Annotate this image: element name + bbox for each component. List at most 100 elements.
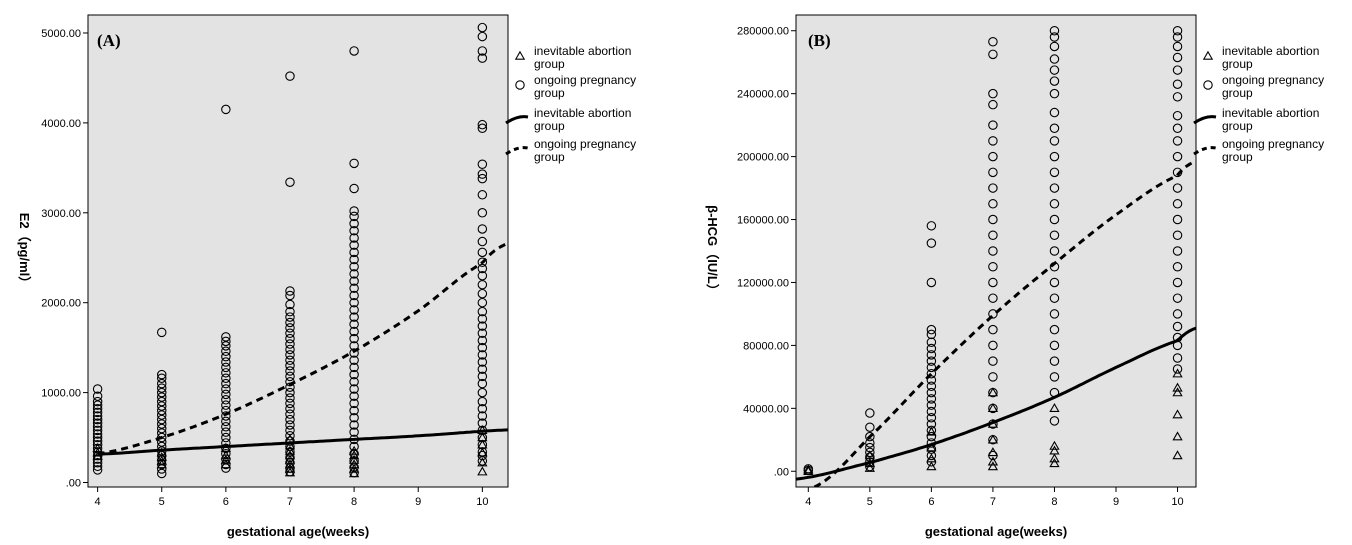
x-tick-label: 5 bbox=[867, 496, 873, 508]
data-point-ongoing bbox=[1172, 92, 1183, 102]
data-point-ongoing bbox=[1049, 293, 1060, 303]
x-tick-label: 7 bbox=[287, 496, 293, 508]
data-point-ongoing bbox=[1172, 52, 1183, 63]
data-point-ongoing bbox=[477, 173, 488, 184]
data-point-ongoing bbox=[92, 422, 103, 432]
legend: inevitable abortion group ongoing pregnanc… bbox=[1193, 44, 1324, 164]
data-point-ongoing bbox=[156, 419, 167, 429]
data-point-abortion bbox=[348, 445, 360, 455]
data-point-ongoing bbox=[349, 427, 359, 437]
data-point-ongoing bbox=[1049, 199, 1060, 209]
data-point-ongoing bbox=[988, 183, 998, 193]
data-point-ongoing bbox=[156, 387, 167, 398]
legend-label: ongoing pregnancy group bbox=[534, 137, 636, 164]
data-point-ongoing bbox=[92, 407, 103, 418]
data-point-ongoing bbox=[221, 384, 231, 394]
y-tick-label: .00 bbox=[774, 466, 789, 478]
data-point-ongoing bbox=[349, 362, 359, 373]
data-point-ongoing bbox=[477, 119, 488, 130]
panel-title: (A) bbox=[97, 31, 121, 50]
data-point-abortion bbox=[926, 461, 937, 471]
y-tick-label: 3000.00 bbox=[41, 208, 81, 220]
data-point-ongoing bbox=[926, 324, 937, 335]
data-point-ongoing bbox=[1049, 230, 1060, 241]
plot-area bbox=[795, 14, 1197, 488]
data-point-ongoing bbox=[349, 276, 359, 286]
data-point-ongoing bbox=[221, 362, 231, 373]
x-axis-label: gestational age(weeks) bbox=[227, 524, 369, 539]
fit-curve-ongoing bbox=[97, 242, 508, 456]
data-point-ongoing bbox=[926, 394, 937, 404]
data-point-ongoing bbox=[477, 270, 488, 281]
fit-curve-abortion bbox=[796, 326, 1196, 481]
data-point-abortion bbox=[987, 434, 999, 444]
y-tick-label: 5000.00 bbox=[41, 28, 81, 40]
data-point-abortion bbox=[926, 442, 937, 452]
data-point-ongoing bbox=[1049, 25, 1060, 36]
data-point-ongoing bbox=[1049, 88, 1060, 99]
legend-label: inevitable abortion group bbox=[534, 106, 631, 133]
data-point-ongoing bbox=[988, 372, 998, 382]
data-point-ongoing bbox=[92, 457, 103, 468]
data-point-ongoing bbox=[221, 373, 231, 383]
data-point-ongoing bbox=[1049, 356, 1060, 366]
y-tick-label: 240000.00 bbox=[737, 89, 789, 101]
data-point-ongoing bbox=[1172, 353, 1183, 363]
legend-label: inevitable abortion group bbox=[1222, 44, 1319, 71]
data-point-ongoing bbox=[221, 411, 231, 421]
data-point-ongoing bbox=[285, 393, 295, 403]
data-point-ongoing bbox=[477, 224, 488, 234]
data-point-ongoing bbox=[92, 432, 103, 443]
legend-dashed-line bbox=[1193, 146, 1217, 156]
legend-label: ongoing pregnancy group bbox=[1222, 137, 1324, 164]
data-point-ongoing bbox=[285, 344, 295, 355]
data-point-ongoing bbox=[477, 371, 488, 382]
data-point-abortion bbox=[477, 457, 488, 467]
data-point-ongoing bbox=[285, 306, 295, 317]
y-tick-label: 200000.00 bbox=[737, 152, 789, 164]
data-point-ongoing bbox=[221, 389, 231, 400]
data-point-ongoing bbox=[285, 409, 295, 419]
data-point-ongoing bbox=[1172, 261, 1183, 272]
data-point-ongoing bbox=[285, 350, 295, 360]
data-point-ongoing bbox=[988, 151, 998, 162]
data-point-ongoing bbox=[1172, 293, 1183, 303]
data-point-ongoing bbox=[1172, 79, 1183, 89]
data-point-abortion bbox=[1049, 403, 1060, 413]
data-point-ongoing bbox=[1049, 277, 1060, 288]
data-point-ongoing bbox=[285, 387, 295, 398]
data-point-ongoing bbox=[285, 339, 295, 349]
data-point-ongoing bbox=[349, 355, 359, 365]
data-point-ongoing bbox=[1172, 246, 1183, 256]
data-point-ongoing bbox=[926, 337, 937, 348]
data-point-ongoing bbox=[1172, 65, 1183, 75]
data-point-abortion bbox=[1049, 453, 1060, 463]
data-point-abortion bbox=[1172, 387, 1183, 397]
data-point-ongoing bbox=[349, 226, 359, 236]
data-point-ongoing bbox=[1172, 41, 1183, 52]
data-point-ongoing bbox=[988, 49, 998, 60]
data-point-ongoing bbox=[221, 368, 231, 378]
x-tick-label: 7 bbox=[990, 496, 996, 508]
data-point-ongoing bbox=[926, 381, 937, 392]
data-point-ongoing bbox=[1172, 214, 1183, 225]
legend-dashed-line bbox=[505, 146, 529, 156]
data-point-ongoing bbox=[1172, 110, 1183, 121]
data-point-ongoing bbox=[477, 159, 488, 169]
data-point-ongoing bbox=[477, 31, 488, 42]
data-point-abortion bbox=[1049, 458, 1060, 468]
data-point-ongoing bbox=[1172, 230, 1183, 241]
data-point-ongoing bbox=[92, 425, 103, 436]
legend-circle-marker bbox=[1203, 80, 1213, 90]
x-tick-label: 8 bbox=[1051, 496, 1057, 508]
data-point-ongoing bbox=[349, 46, 359, 56]
data-point-ongoing bbox=[477, 169, 488, 179]
data-point-ongoing bbox=[349, 305, 359, 315]
data-point-ongoing bbox=[1049, 324, 1060, 335]
data-point-ongoing bbox=[865, 447, 875, 458]
data-point-ongoing bbox=[926, 400, 937, 410]
data-point-ongoing bbox=[221, 332, 231, 342]
data-point-ongoing bbox=[477, 404, 488, 414]
data-point-ongoing bbox=[285, 333, 295, 344]
